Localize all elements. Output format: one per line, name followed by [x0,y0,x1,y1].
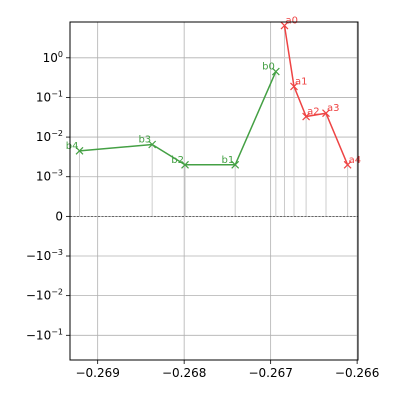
data-point-marker [75,146,84,155]
point-label: a3 [327,103,340,114]
data-point-marker [271,67,280,76]
point-label: b0 [262,62,275,73]
point-label: a4 [349,155,362,166]
y-tick-label: −10−1 [26,327,63,342]
y-tick-label: 10−2 [36,129,63,144]
y-tick-label: 10−1 [36,89,63,104]
data-point-marker [290,82,298,91]
data-point-marker [148,140,157,149]
plot-area [70,22,358,360]
y-tick-label: 10−3 [36,169,63,184]
point-label: b3 [138,135,151,146]
point-label: a0 [285,16,298,27]
point-label: a1 [295,76,308,87]
x-tick-label: −0.269 [75,366,119,380]
y-axis: 100 10−1 10−2 10−3 0 −10−3 −10−2 −10−1 [26,50,70,342]
data-point-marker [231,160,240,169]
x-tick-label: −0.266 [335,366,379,380]
point-label: b2 [171,155,184,166]
data-point-marker [302,112,311,121]
point-label: b1 [221,155,234,166]
y-tick-label: 100 [43,50,63,65]
x-tick-label: −0.267 [248,366,292,380]
y-tick-label: −10−3 [26,248,63,263]
x-axis: −0.269 −0.268 −0.267 −0.266 [75,360,379,380]
point-label: b4 [66,141,79,152]
series-layer: a0 a1 a2 a3 a4 b0 b1 b2 b3 b4 [66,16,361,169]
stem-layer [79,25,349,217]
data-point-marker [181,160,189,169]
data-point-marker [343,160,352,169]
point-label: a2 [307,107,320,118]
plot-frame [69,21,359,361]
x-tick-label: −0.268 [162,366,206,380]
series-0: a0 a1 a2 a3 a4 [280,16,362,169]
y-tick-label: −10−2 [26,288,63,303]
series-1: b0 b1 b2 b3 b4 [66,62,280,169]
y-tick-label: 0 [55,209,63,223]
data-point-marker [280,21,289,30]
data-point-marker [322,109,330,118]
